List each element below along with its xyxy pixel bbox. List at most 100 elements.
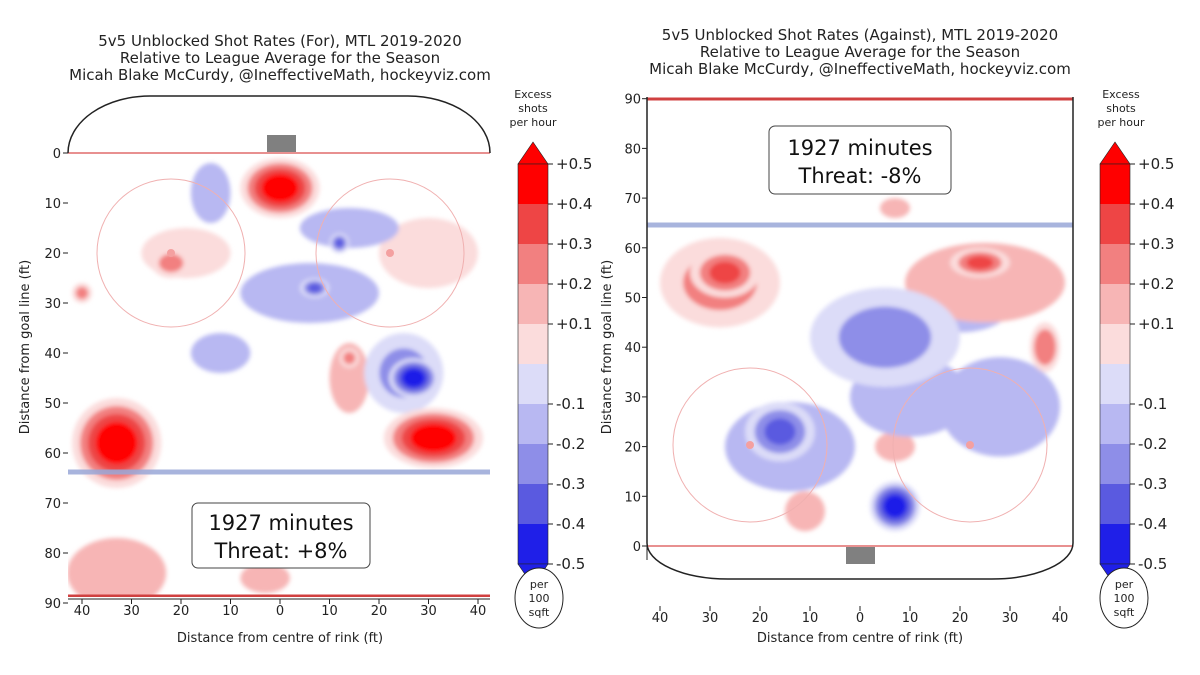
colorbar-title-line1: Excess	[514, 88, 552, 101]
x-tick-label: 40	[1052, 611, 1069, 626]
heat-blob-5-band-1	[875, 431, 915, 462]
colorbar-band	[1100, 444, 1130, 484]
colorbar-swatches	[1099, 141, 1131, 587]
axes: 40 30 20 10 0 10 20 30 40 0 10 20 30 40 50 60 70 80 90	[44, 147, 490, 619]
heat-blob-11-band-5	[406, 372, 421, 384]
faceoff-circle-right	[315, 178, 465, 328]
colorbar-title-line1: Excess	[1102, 88, 1140, 101]
heat-blob-3-band-1	[905, 242, 1065, 323]
heat-blob-11-band-2	[838, 306, 932, 368]
heat-blob-18-band-1	[299, 208, 399, 248]
heat-blob-4-band-2	[75, 286, 89, 300]
heat-blob-2-band-5	[419, 429, 448, 447]
chart-title-line2: Relative to League Average for the Seaso…	[700, 43, 1020, 61]
y-tick-label: 20	[624, 441, 641, 456]
colorbar-left: Excess shots per hour +0.5+0.4+0.3+0.2+0…	[510, 88, 592, 629]
heat-blob-6-band-1	[68, 538, 167, 597]
faceoff-dot-right	[966, 441, 974, 449]
colorbar-tick-label: +0.2	[556, 275, 592, 293]
rink-markings	[647, 97, 1073, 547]
heat-layer	[68, 158, 483, 597]
chart-title-line1: 5v5 Unblocked Shot Rates (For), MTL 2019…	[98, 32, 462, 50]
rink-surface	[67, 95, 491, 597]
rink-boards	[67, 95, 491, 154]
x-tick-label: 30	[702, 611, 719, 626]
faceoff-circle-left	[96, 178, 246, 328]
minutes-text: 1927 minutes	[208, 511, 353, 535]
chart-title-line3: Micah Blake McCurdy, @IneffectiveMath, h…	[69, 66, 491, 84]
colorbar-band	[518, 404, 548, 444]
y-tick-label: 60	[44, 447, 61, 462]
unit-line3: sqft	[1114, 606, 1135, 619]
y-tick-label: 80	[624, 142, 641, 157]
colorbar-swatches	[517, 141, 549, 587]
colorbar-tick-label: +0.1	[556, 315, 592, 333]
rink-surface	[646, 97, 1074, 580]
heat-blob-8-band-5	[887, 499, 903, 514]
heat-blob-4-band-3	[1038, 336, 1052, 359]
colorbar-band	[518, 284, 548, 324]
rink-markings	[68, 152, 490, 597]
colorbar-band	[1100, 324, 1130, 364]
x-tick-label: 30	[123, 604, 140, 619]
colorbar-band	[518, 244, 548, 284]
x-tick-label: 20	[371, 604, 388, 619]
y-tick-label: 30	[44, 297, 61, 312]
x-tick-label: 0	[276, 604, 284, 619]
colorbar-tick-label: -0.1	[556, 395, 585, 413]
faceoff-dot-left	[746, 441, 754, 449]
colorbar-tick-label: +0.5	[1138, 155, 1174, 173]
goal-net	[267, 135, 296, 152]
colorbar-tick-label: +0.1	[1138, 315, 1174, 333]
y-tick-label: 70	[44, 497, 61, 512]
colorbar-tick-label: +0.3	[1138, 235, 1174, 253]
faceoff-circle-right	[892, 367, 1048, 523]
colorbar-band	[1100, 484, 1130, 524]
y-tick-label: 40	[624, 341, 641, 356]
colorbar-title-line2: shots	[518, 102, 548, 115]
annotation-box	[191, 502, 371, 569]
rink-boards	[646, 97, 1074, 580]
colorbar-band	[518, 484, 548, 524]
heat-blob-10-band-1	[329, 343, 370, 413]
threat-annotation: 1927 minutes Threat: +8%	[191, 502, 371, 569]
colorbar-tick-label: +0.3	[556, 235, 592, 253]
x-tick-label: 10	[222, 604, 239, 619]
x-tick-label: 40	[74, 604, 91, 619]
goal-net	[846, 547, 875, 564]
y-tick-label: 50	[624, 292, 641, 307]
colorbar-tick-label: -0.3	[556, 475, 585, 493]
colorbar-band	[518, 524, 548, 564]
chart-for: 5v5 Unblocked Shot Rates (For), MTL 2019…	[18, 32, 491, 646]
unit-line1: per	[1115, 578, 1134, 591]
threat-text: Threat: +8%	[214, 539, 348, 563]
chart-title-line3: Micah Blake McCurdy, @IneffectiveMath, h…	[649, 60, 1071, 78]
x-tick-label: 30	[420, 604, 437, 619]
heat-blob-0-band-5	[268, 179, 292, 197]
colorbar-band	[518, 164, 548, 204]
x-tick-label: 40	[652, 611, 669, 626]
colorbar-tick-label: -0.5	[556, 555, 585, 573]
colorbar-right: Excess shots per hour +0.5+0.4+0.3+0.2+0…	[1098, 88, 1174, 629]
colorbar-tick-label: -0.3	[1138, 475, 1167, 493]
y-tick-label: 60	[624, 242, 641, 257]
colorbar-band	[1100, 284, 1130, 324]
unit-line2: 100	[1114, 592, 1135, 605]
y-tick-label: 90	[624, 93, 641, 108]
colorbar-band	[518, 324, 548, 364]
y-tick-label: 90	[44, 597, 61, 612]
colorbar-band	[1100, 244, 1130, 284]
heat-blob-9-band-1	[379, 218, 478, 288]
unit-line2: 100	[529, 592, 550, 605]
y-tick-label: 70	[624, 192, 641, 207]
heat-blob-9-band-3	[764, 418, 796, 445]
y-tick-label: 0	[633, 540, 641, 555]
y-tick-label: 10	[624, 490, 641, 505]
colorbar-tick-label: +0.2	[1138, 275, 1174, 293]
y-axis-label: Distance from goal line (ft)	[18, 260, 33, 434]
unit-badge	[514, 567, 564, 629]
heat-blob-2-band-3	[966, 256, 994, 270]
y-tick-label: 50	[44, 397, 61, 412]
colorbar-band	[1100, 204, 1130, 244]
colorbar-tick-label: +0.5	[556, 155, 592, 173]
